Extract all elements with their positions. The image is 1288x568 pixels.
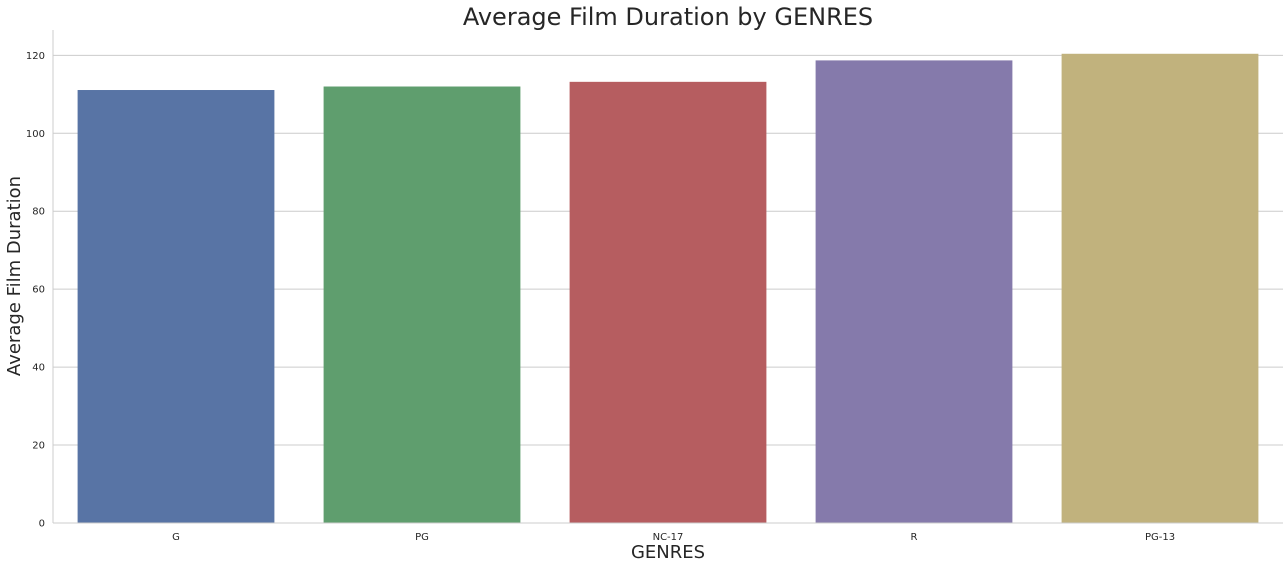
bar-r [815,60,1013,524]
x-tick-label-pg: PG [415,532,429,543]
bar-pg [323,86,521,523]
y-tick-label-5: 100 [26,129,45,140]
y-tick-label-1: 20 [32,441,45,452]
y-axis-title: Average Film Duration [4,176,25,376]
y-tick-label-0: 0 [39,519,45,530]
x-tick-label-nc-17: NC-17 [653,532,684,543]
bar-layer [77,53,1259,524]
bar-pg-13 [1061,53,1259,523]
axis-layer [52,30,1283,524]
y-tick-label-2: 40 [32,363,45,374]
x-axis-title: GENRES [631,542,705,563]
bar-g [77,90,275,523]
x-tick-label-pg-13: PG-13 [1145,532,1175,543]
y-tick-label-6: 120 [26,51,45,62]
bar-nc-17 [569,81,767,524]
y-tick-label-3: 60 [32,285,45,296]
y-tick-label-4: 80 [32,207,45,218]
x-tick-label-r: R [911,532,918,543]
x-tick-label-g: G [172,532,180,543]
chart-title: Average Film Duration by GENRES [463,3,873,31]
label-layer: 0 20 40 60 80 100 120 G PG NC-17 R PG-13 [26,51,1175,543]
